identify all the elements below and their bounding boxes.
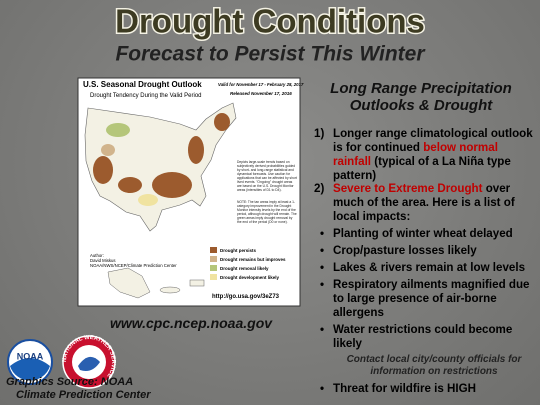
map-author: Author: [90,253,104,258]
map-title: U.S. Seasonal Drought Outlook [83,80,202,89]
item-highlight: Severe to Extreme Drought [333,182,483,195]
panel-heading: Long Range Precipitation Outlooks & Drou… [305,80,537,114]
legend-swatch [210,274,217,280]
drought-area [152,172,192,198]
heading-line: Long Range Precipitation [330,80,512,97]
development-area [138,194,158,206]
map-valid: Valid for November 17 - February 28, 201… [218,82,304,87]
legend-item: Drought development likely [220,275,280,280]
item-text: (typical of a La Niña type pattern) [333,155,511,182]
drought-area [93,156,113,184]
hawaii [159,286,181,294]
website: www.cpc.ncep.noaa.gov [109,315,273,331]
map-url: http://go.usa.gov/3eZ73 [212,294,280,300]
item-text: over much of the area. Here is a list of… [333,182,515,223]
map-note: Depicts large-scale trends based on subj… [237,160,297,192]
legend-item: Drought remains but improves [220,257,286,262]
nws-logo-swirl [78,356,100,371]
impact-text: Lakes & rivers remain at low levels [333,261,526,274]
noaa-logo-wave [10,358,50,381]
drought-area [118,177,142,193]
removal-area [106,123,130,137]
map-author: NOAA/NWS/NCEP/Climate Prediction Center [90,263,177,268]
drought-area [188,136,204,164]
impact: • Crop/pasture losses likely [320,244,477,257]
heading-line: Outlooks & Drought [349,97,493,114]
legend-swatch [210,265,217,271]
slide-title: Drought Conditions [115,3,425,40]
legend-item: Drought persists [220,248,257,253]
impact: • Lakes & rivers remain at low levels [320,261,526,274]
impact: • Water restrictions could become likely [320,323,513,350]
impact-text: Threat for wildfire is HIGH [333,382,477,395]
impact-text: Respiratory ailments magnified due to la… [333,278,530,319]
item-number: 2) [314,182,325,195]
improve-area [101,144,115,156]
drought-area [214,113,230,131]
source-line: Graphics Source: NOAA [6,376,134,388]
puerto-rico [189,279,205,287]
impact-list: • Planting of winter wheat delayed • Crop/… [320,227,536,396]
impact-note: Contact local city/county officials for … [346,354,522,377]
impact: • Planting of winter wheat delayed [320,227,513,240]
map-author: David Miskus [90,258,116,263]
item-1: 1) Longer range climatological outlook i… [314,127,536,183]
source: Graphics Source: NOAA Climate Prediction… [6,376,150,402]
map-note: NOTE: The tan areas imply at least a 1-c… [237,200,297,224]
legend-swatch [210,256,217,262]
map-subtitle: Drought Tendency During the Valid Period [90,93,202,99]
slide-subtitle: Forecast to Persist This Winter [115,43,426,66]
item-text: Longer range climatological outlook is f… [333,127,533,154]
legend-swatch [210,247,217,253]
impact: • Threat for wildfire is HIGH [320,382,477,395]
impact-text: Water restrictions could become likely [333,323,513,350]
impact-text: Crop/pasture losses likely [333,244,477,257]
map-released: Released November 17, 2016 [230,91,292,96]
item-highlight: below normal rainfall [333,141,498,168]
impact: • Respiratory ailments magnified due to l… [320,278,530,319]
noaa-logo-text: NOAA [17,351,44,361]
impact-text: Planting of winter wheat delayed [333,227,513,240]
legend-item: Drought removal likely [220,266,269,271]
item-number: 1) [314,127,325,140]
alaska [107,267,151,299]
source-line: Climate Prediction Center [16,389,151,401]
item-2: 2) Severe to Extreme Drought over much o… [314,182,536,224]
